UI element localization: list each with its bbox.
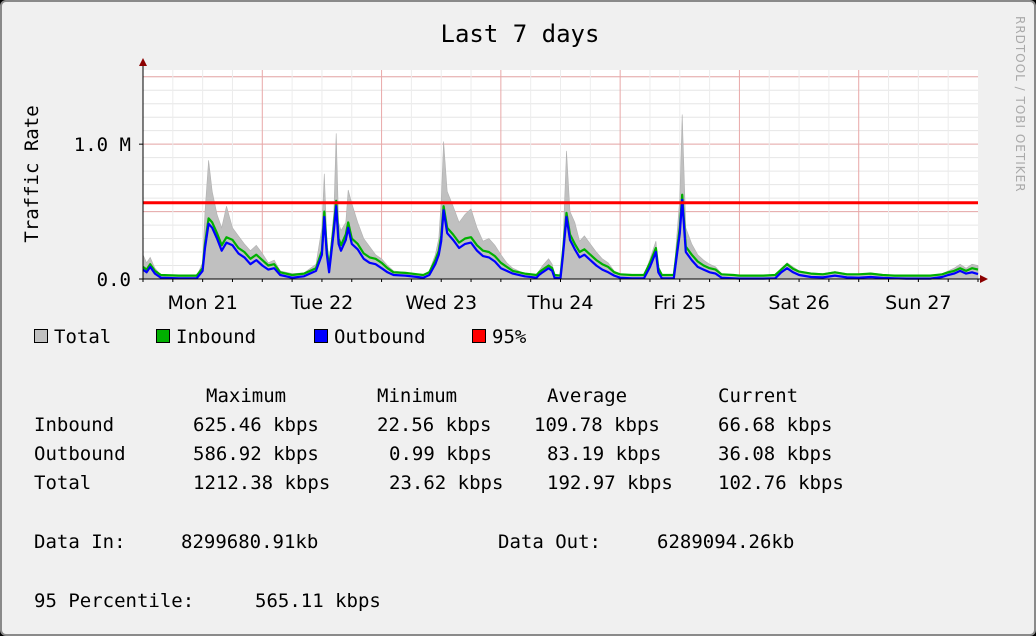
legend-outbound-label: Outbound: [334, 326, 426, 348]
stats-cell: 83.19 kbps: [547, 443, 662, 465]
y-axis-label: Traffic Rate: [21, 105, 43, 242]
x-tick-label: Sat 26: [768, 292, 829, 314]
stats-row-label: Outbound: [34, 443, 126, 465]
stats-row-label: Inbound: [34, 414, 115, 436]
stats-cell: 192.97 kbps: [547, 472, 673, 494]
x-tick-label: Fri 25: [653, 292, 706, 314]
legend-total: Total: [34, 326, 111, 348]
chart-title: Last 7 days: [440, 20, 600, 48]
outbound-line: [142, 198, 979, 280]
total-swatch-icon: [34, 328, 48, 343]
stats-cell: 23.62 kbps: [389, 472, 504, 494]
legend-inbound-label: Inbound: [176, 326, 257, 348]
data-out-label: Data Out:: [498, 531, 601, 553]
y-tick-label: 1.0 M: [74, 134, 131, 156]
y-tick-label: 0.0: [97, 269, 131, 291]
inbound-line: [142, 193, 979, 277]
x-tick-label: Sun 27: [885, 292, 951, 314]
stats-row-label: Total: [34, 472, 92, 494]
legend-95: 95%: [472, 326, 526, 348]
percentile-value: 565.11 kbps: [255, 590, 381, 612]
stats-cell: 109.78 kbps: [534, 414, 660, 436]
chart-canvas: 0.0 1.0 M Mon 21 Tue 22 Wed 23 Thu 24 Fri 25 Sa…: [21, 58, 988, 314]
stats-header-avg: Average: [547, 385, 628, 407]
data-in-value: 8299680.91kb: [181, 531, 319, 553]
inbound-swatch-icon: [156, 328, 170, 343]
outbound-swatch-icon: [314, 328, 328, 343]
stats-cell: 0.99 kbps: [389, 443, 492, 465]
stats-header-min: Minimum: [377, 385, 458, 407]
legend-inbound: Inbound: [156, 326, 256, 348]
stats-cell: 1212.38 kbps: [193, 472, 331, 494]
stats-cell: 22.56 kbps: [377, 414, 492, 436]
legend-95-label: 95%: [492, 326, 527, 348]
axes: [139, 58, 988, 283]
stats-cell: 625.46 kbps: [193, 414, 319, 436]
grid: [143, 70, 978, 279]
data-out-value: 6289094.26kb: [657, 531, 795, 553]
watermark: RRDTOOL / TOBI OETIKER: [1013, 16, 1027, 193]
x-tick-label: Tue 22: [290, 292, 354, 314]
stats-header-current: Current: [718, 385, 799, 407]
data-in-label: Data In:: [34, 531, 126, 553]
stats-header-max: Maximum: [206, 385, 287, 407]
p95-swatch-icon: [472, 328, 486, 343]
series-layer: [142, 114, 979, 280]
stats-cell: 586.92 kbps: [193, 443, 319, 465]
x-tick-label: Mon 21: [168, 292, 238, 314]
stats-cell: 102.76 kbps: [718, 472, 844, 494]
legend-total-label: Total: [54, 326, 112, 348]
x-axis-arrow-icon: [980, 275, 988, 283]
stats-cell: 66.68 kbps: [718, 414, 833, 436]
y-axis-arrow-icon: [139, 58, 147, 66]
stats-cell: 36.08 kbps: [718, 443, 833, 465]
x-tick-label: Wed 23: [405, 292, 477, 314]
legend-outbound: Outbound: [314, 326, 426, 348]
percentile-label: 95 Percentile:: [34, 590, 195, 612]
tick-labels: 0.0 1.0 M Mon 21 Tue 22 Wed 23 Thu 24 Fri 25 Sa…: [21, 105, 952, 314]
x-tick-label: Thu 24: [527, 292, 594, 314]
